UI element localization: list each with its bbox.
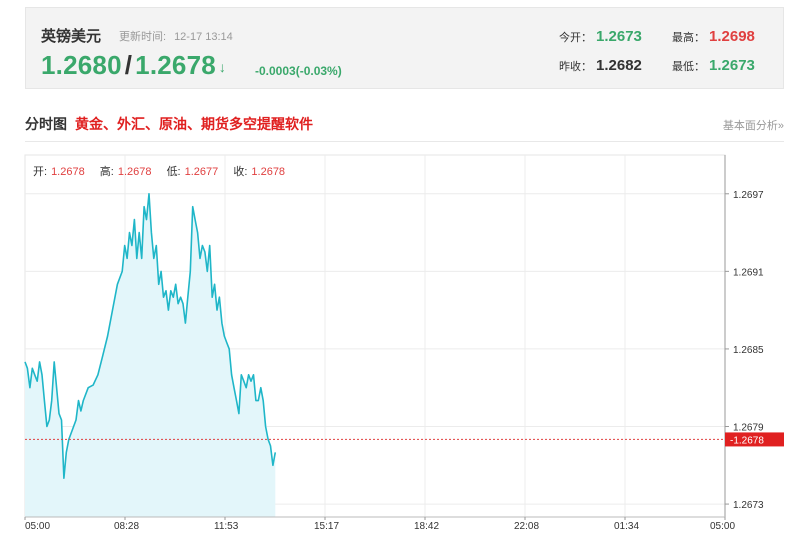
ohlc-high-value: 1.2678 bbox=[117, 166, 152, 178]
prev-close-value: 1.2682 bbox=[596, 57, 642, 74]
price-change: -0.0003(-0.03%) bbox=[255, 64, 342, 78]
price-separator: / bbox=[124, 50, 133, 80]
ask-price: 1.2678 bbox=[135, 50, 216, 80]
fundamental-analysis-link[interactable]: 基本面分析» bbox=[722, 120, 784, 132]
quote-panel: 英镑美元 更新时间: 12-17 13:14 1.2680/1.2678 ↓ -0.… bbox=[25, 7, 784, 89]
ohlc-low-label: 低: bbox=[166, 166, 181, 178]
prev-close-label: 昨收： bbox=[559, 61, 592, 73]
ohlc-close-value: 1.2678 bbox=[251, 166, 286, 178]
y-tick-label: 1.2673 bbox=[733, 500, 764, 511]
x-tick-label: 18:42 bbox=[414, 521, 439, 532]
y-tick-label: 1.2685 bbox=[733, 345, 764, 356]
x-tick-label: 22:08 bbox=[514, 521, 539, 532]
promo-link[interactable]: 黄金、外汇、原油、期货多空提醒软件 bbox=[75, 116, 313, 132]
low-stat: 最低： 1.2673 bbox=[672, 57, 755, 74]
y-tick-label: 1.2691 bbox=[733, 267, 764, 278]
high-label: 最高： bbox=[672, 32, 705, 44]
ohlc-readout: 开: 1.2678 高: 1.2678 低: 1.2677 收: 1.2678 bbox=[33, 163, 297, 179]
symbol-title: 英镑美元 bbox=[41, 28, 102, 45]
section-title: 分时图 bbox=[25, 116, 67, 132]
section-divider bbox=[25, 141, 784, 142]
current-price-badge bbox=[725, 432, 784, 447]
current-price-label: -1.2678 bbox=[730, 435, 764, 446]
high-stat: 最高： 1.2698 bbox=[672, 28, 755, 45]
x-tick-label: 05:00 bbox=[710, 521, 735, 532]
chart-price-line bbox=[24, 193, 277, 479]
update-label: 更新时间: bbox=[119, 31, 167, 43]
y-tick-label: 1.2697 bbox=[733, 190, 764, 201]
high-value: 1.2698 bbox=[709, 28, 755, 45]
x-tick-label: 08:28 bbox=[114, 521, 139, 532]
update-value: 12-17 13:14 bbox=[174, 31, 233, 43]
x-tick-label: 11:53 bbox=[214, 521, 239, 532]
ohlc-close-label: 收: bbox=[233, 166, 248, 178]
ohlc-open-value: 1.2678 bbox=[51, 166, 85, 178]
x-tick-label: 01:34 bbox=[614, 521, 639, 532]
low-label: 最低： bbox=[672, 61, 705, 73]
ohlc-open-label: 开: bbox=[33, 166, 48, 178]
price-area bbox=[25, 193, 276, 518]
open-stat: 今开： 1.2673 bbox=[559, 28, 642, 45]
x-tick-label: 05:00 bbox=[25, 521, 50, 532]
price-display: 1.2680/1.2678 ↓ bbox=[41, 50, 226, 81]
x-tick-label: 15:17 bbox=[314, 521, 339, 532]
x-axis-ticks: 05:00 08:28 11:53 15:17 18:42 22:08 01:34 05:00 bbox=[24, 517, 735, 532]
bid-price: 1.2680 bbox=[41, 50, 122, 80]
ohlc-low-value: 1.2677 bbox=[184, 166, 219, 178]
arrow-down-icon: ↓ bbox=[218, 59, 227, 75]
open-value: 1.2673 bbox=[596, 28, 642, 45]
y-tick-label: 1.2679 bbox=[733, 423, 764, 434]
open-label: 今开： bbox=[559, 32, 592, 44]
update-time: 更新时间: 12-17 13:14 bbox=[119, 28, 241, 44]
ohlc-high-label: 高: bbox=[99, 166, 114, 178]
y-axis-ticks: 1.2697 1.2691 1.2685 1.2679 1.2673 bbox=[725, 190, 764, 511]
low-value: 1.2673 bbox=[709, 57, 755, 74]
current-price-marker: -1.2678 bbox=[725, 432, 784, 447]
prev-close-stat: 昨收： 1.2682 bbox=[559, 57, 642, 74]
chart-area-fill bbox=[25, 193, 276, 518]
price-line bbox=[24, 193, 277, 479]
chart-axes bbox=[25, 155, 726, 518]
